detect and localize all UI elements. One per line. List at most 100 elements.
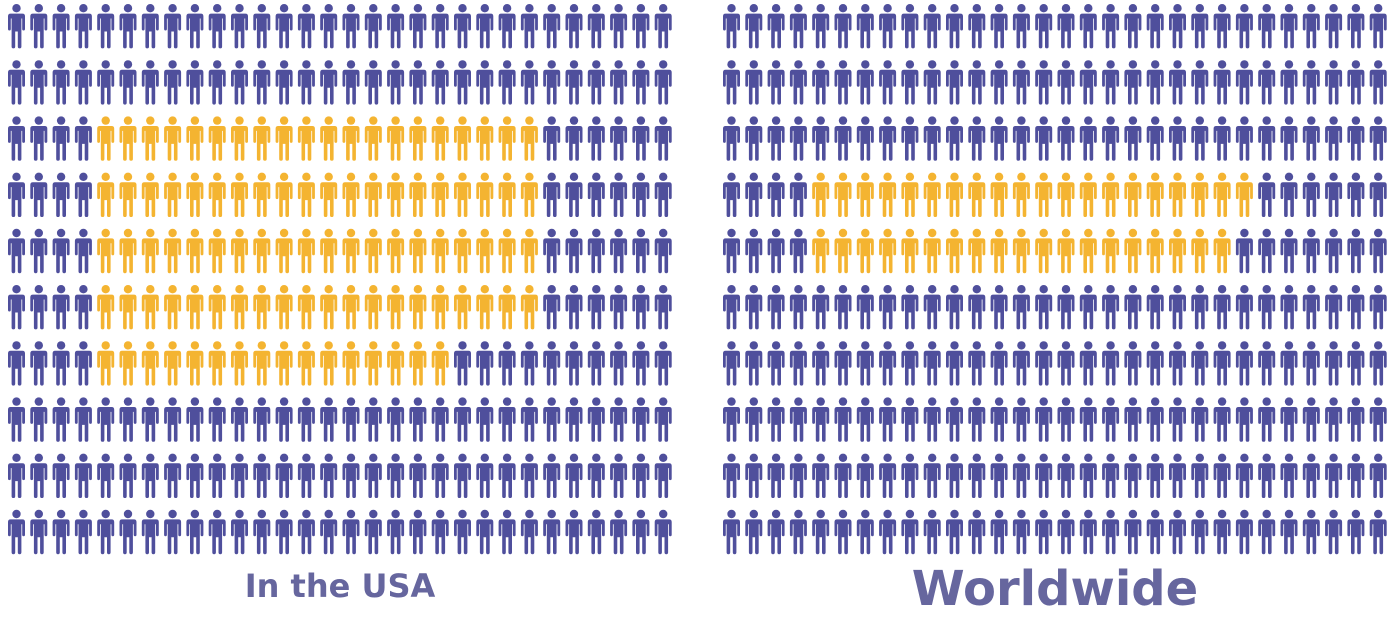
person-icon <box>253 509 271 555</box>
person-icon <box>476 4 494 49</box>
person-icon-highlighted <box>119 285 137 330</box>
person-icon <box>856 509 874 555</box>
person-icon <box>208 4 226 49</box>
person-icon <box>320 397 338 442</box>
person-icon-highlighted <box>520 116 538 161</box>
person-icon <box>1280 397 1298 442</box>
person-icon <box>812 509 830 555</box>
person-icon <box>723 116 740 161</box>
person-icon <box>164 60 182 105</box>
person-icon <box>1035 453 1053 498</box>
person-icon <box>1191 397 1209 442</box>
person-icon-highlighted <box>1191 228 1209 274</box>
person-icon <box>543 60 561 105</box>
person-icon <box>1325 397 1343 442</box>
person-icon-highlighted <box>164 172 182 217</box>
person-icon <box>1124 341 1142 386</box>
person-icon-highlighted <box>1213 172 1231 217</box>
person-icon <box>632 116 650 161</box>
person-icon <box>1280 60 1298 105</box>
person-icon <box>1012 341 1030 386</box>
person-icon <box>654 172 672 217</box>
person-icon <box>52 172 70 217</box>
person-icon <box>320 509 338 555</box>
person-icon <box>990 4 1008 49</box>
person-icon-highlighted <box>1079 172 1097 217</box>
person-icon <box>275 4 293 49</box>
person-icon-highlighted <box>141 228 159 274</box>
person-icon <box>454 509 471 555</box>
person-icon <box>654 228 672 274</box>
person-icon-highlighted <box>1102 172 1120 217</box>
person-icon-highlighted <box>879 228 897 274</box>
person-icon <box>8 509 25 555</box>
person-icon-highlighted <box>297 285 315 330</box>
person-icon-highlighted <box>208 172 226 217</box>
person-icon <box>632 228 650 274</box>
person-icon <box>342 509 360 555</box>
person-icon <box>476 341 494 386</box>
person-icon-highlighted <box>409 172 427 217</box>
person-icon <box>990 453 1008 498</box>
person-icon <box>812 4 830 49</box>
person-icon <box>1012 116 1030 161</box>
person-icon <box>320 453 338 498</box>
person-icon-highlighted <box>186 228 204 274</box>
person-icon <box>74 397 92 442</box>
person-icon <box>297 509 315 555</box>
person-icon <box>1302 116 1320 161</box>
person-icon <box>1012 60 1030 105</box>
person-icon <box>745 397 763 442</box>
person-icon-highlighted <box>901 228 919 274</box>
person-icon <box>364 60 382 105</box>
person-icon <box>1325 172 1343 217</box>
person-icon-highlighted <box>968 172 986 217</box>
person-icon <box>387 453 405 498</box>
person-icon <box>1213 60 1231 105</box>
person-icon <box>520 397 538 442</box>
person-icon <box>946 4 963 49</box>
person-icon <box>610 285 628 330</box>
person-icon <box>297 60 315 105</box>
person-icon <box>946 341 963 386</box>
person-icon <box>834 453 852 498</box>
person-icon <box>632 341 650 386</box>
person-icon <box>923 453 941 498</box>
person-icon <box>723 60 740 105</box>
person-icon <box>632 397 650 442</box>
person-icon <box>1258 397 1276 442</box>
person-icon <box>409 509 427 555</box>
person-icon <box>8 397 25 442</box>
person-icon-highlighted <box>431 285 449 330</box>
person-icon-highlighted <box>990 172 1008 217</box>
person-icon <box>119 397 137 442</box>
person-icon <box>1124 285 1142 330</box>
person-icon <box>901 397 919 442</box>
person-icon-highlighted <box>231 172 248 217</box>
person-icon <box>767 397 785 442</box>
person-icon <box>1347 172 1365 217</box>
person-icon-highlighted <box>409 116 427 161</box>
person-icon <box>767 4 785 49</box>
person-icon <box>1102 116 1120 161</box>
person-icon-highlighted <box>1146 172 1164 217</box>
person-icon-highlighted <box>1012 172 1030 217</box>
person-icon-highlighted <box>834 172 852 217</box>
person-icon <box>1057 509 1075 555</box>
person-icon-highlighted <box>342 116 360 161</box>
person-icon <box>1369 397 1387 442</box>
person-icon <box>923 285 941 330</box>
person-icon <box>879 4 897 49</box>
person-icon-highlighted <box>97 341 115 386</box>
person-icon-highlighted <box>1235 172 1253 217</box>
person-icon-highlighted <box>320 172 338 217</box>
person-icon <box>1325 453 1343 498</box>
person-icon-highlighted <box>164 116 182 161</box>
person-icon <box>30 4 48 49</box>
person-icon <box>789 397 807 442</box>
person-icon-highlighted <box>498 172 516 217</box>
person-icon-highlighted <box>387 285 405 330</box>
person-icon <box>1280 228 1298 274</box>
person-icon <box>1325 509 1343 555</box>
person-icon <box>767 60 785 105</box>
